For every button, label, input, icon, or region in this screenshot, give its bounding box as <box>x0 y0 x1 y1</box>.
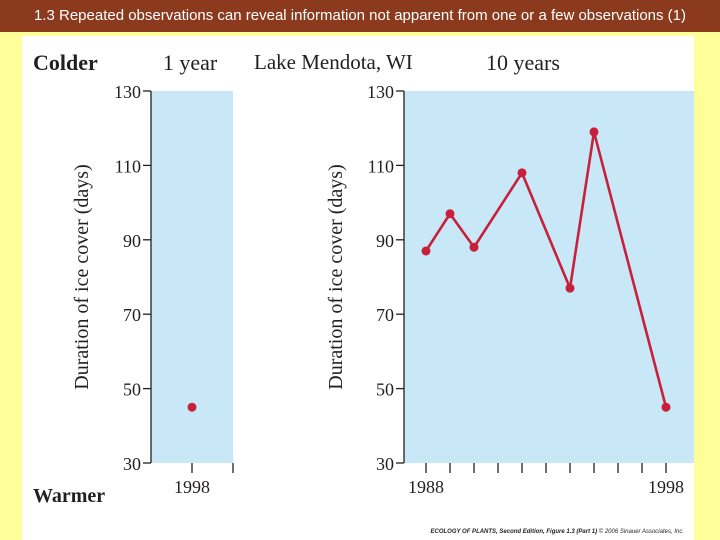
figure-caption: Lake Mendota, WI <box>254 50 413 74</box>
chart-one-year: 30 50 70 90 110 130 1998 1 year Duration of i… <box>33 50 234 507</box>
data-point <box>469 242 479 252</box>
warmer-label: Warmer <box>33 485 105 507</box>
figure: 30 50 70 90 110 130 1998 1 year Duration of i… <box>22 36 694 540</box>
data-point <box>421 246 431 256</box>
x-tick-label: 1998 <box>648 477 684 497</box>
y-tick-label: 110 <box>368 156 394 176</box>
y-tick-label: 70 <box>376 305 394 325</box>
y-tick-label: 30 <box>123 454 141 474</box>
figure-credit: ECOLOGY OF PLANTS, Second Edition, Figur… <box>431 529 685 535</box>
data-point <box>445 209 455 219</box>
chart-ten-years: 30 50 70 90 110 130 1988 1998 10 years Duratio… <box>325 50 694 497</box>
y-tick-label: 130 <box>114 82 141 102</box>
y-tick-label: 130 <box>367 82 394 102</box>
data-point <box>589 127 599 137</box>
y-tick-label: 90 <box>376 231 394 251</box>
y-tick-label: 30 <box>376 454 394 474</box>
data-point <box>661 402 671 412</box>
y-tick-label: 50 <box>376 380 394 400</box>
x-tick-label: 1998 <box>174 477 210 497</box>
credit-copyright: © 2006 Sinauer Associates, Inc. <box>597 529 684 535</box>
ten-years-y-axis-label: Duration of ice cover (days) <box>325 164 347 389</box>
one-year-x-ticks: 1998 <box>174 463 234 497</box>
ten-years-data <box>421 127 671 412</box>
one-year-data <box>187 402 197 412</box>
ice-cover-charts: 30 50 70 90 110 130 1998 1 year Duration of i… <box>33 50 694 507</box>
one-year-y-axis-label: Duration of ice cover (days) <box>71 164 93 389</box>
y-tick-label: 70 <box>123 305 141 325</box>
y-tick-label: 110 <box>115 156 141 176</box>
data-point <box>187 402 197 412</box>
one-year-panel-title: 1 year <box>163 50 218 75</box>
one-year-plot-area <box>151 91 233 463</box>
credit-source: ECOLOGY OF PLANTS, Second Edition, Figur… <box>430 529 598 535</box>
colder-label: Colder <box>33 50 98 75</box>
one-year-y-ticks: 30 50 70 90 110 130 <box>114 82 151 474</box>
slide-title: 1.3 Repeated observations can reveal inf… <box>0 0 720 32</box>
ten-years-x-ticks: 1988 1998 <box>408 463 684 497</box>
y-tick-label: 90 <box>123 231 141 251</box>
y-tick-label: 50 <box>123 380 141 400</box>
x-tick-label: 1988 <box>408 477 444 497</box>
ten-years-plot-area <box>404 91 694 463</box>
data-point <box>517 168 527 178</box>
ten-years-panel-title: 10 years <box>486 50 560 75</box>
ten-years-y-ticks: 30 50 70 90 110 130 <box>367 82 404 474</box>
data-point <box>565 283 575 293</box>
